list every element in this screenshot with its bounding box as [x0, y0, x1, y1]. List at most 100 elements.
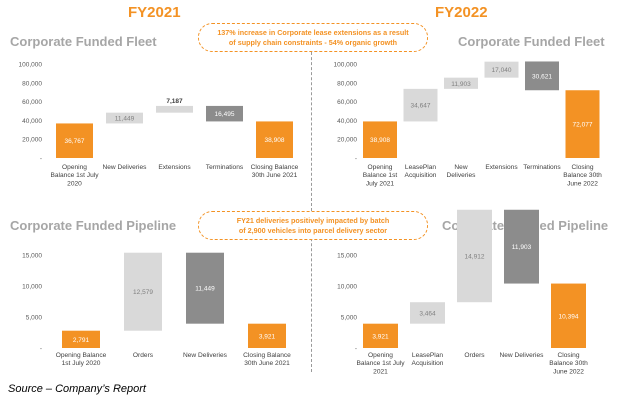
fy2021-header: FY2021: [128, 4, 181, 21]
category-label: LeasePlan: [405, 164, 436, 171]
category-label: Closing Balance: [243, 352, 291, 359]
callout-top-line-2: of supply chain constraints - 54% organi…: [228, 37, 398, 47]
waterfall-bar: [156, 105, 193, 113]
callout-middle: FY21 deliveries positively impacted by b…: [198, 211, 428, 240]
waterfall-bar: [410, 302, 445, 324]
center-divider: [311, 42, 312, 372]
category-label: Opening Balance: [56, 352, 107, 359]
category-label: June 2022: [553, 368, 584, 375]
waterfall-bar: [248, 323, 286, 348]
y-tick-label: 5,000: [26, 315, 43, 322]
category-label: Terminations: [206, 164, 244, 171]
y-tick-label: 10,000: [22, 284, 42, 291]
y-tick-label: -: [355, 156, 357, 163]
waterfall-bar: [504, 209, 539, 284]
data-label: 38,908: [370, 137, 390, 144]
y-tick-label: 40,000: [22, 118, 42, 125]
data-label: 3,464: [419, 310, 436, 317]
chart-title-fleet-2022: Corporate Funded Fleet: [458, 34, 605, 49]
data-label: 14,912: [465, 253, 485, 260]
y-tick-label: -: [40, 156, 42, 163]
y-tick-label: 80,000: [337, 80, 357, 87]
category-label: June 2022: [567, 180, 598, 187]
waterfall-bar: [186, 252, 224, 324]
y-tick-label: 5,000: [341, 315, 358, 322]
y-tick-label: 100,000: [19, 62, 43, 69]
data-label: 34,647: [411, 103, 431, 110]
data-label: 2,791: [73, 337, 90, 344]
data-label: 10,394: [559, 313, 579, 320]
category-label: 2020: [67, 180, 82, 187]
data-label: 11,903: [512, 244, 532, 251]
y-tick-label: 40,000: [337, 118, 357, 125]
category-label: Extensions: [485, 164, 518, 171]
data-label: 38,908: [265, 137, 285, 144]
y-tick-label: 10,000: [337, 284, 357, 291]
data-label: 11,449: [195, 286, 215, 293]
category-label: Balance 1st July: [50, 172, 99, 179]
category-label: Closing: [572, 164, 594, 171]
callout-top-line-1: 137% increase in Corporate lease extensi…: [217, 27, 409, 37]
data-label: 11,449: [115, 116, 135, 123]
waterfall-bar: [444, 77, 478, 89]
waterfall-bar: [457, 209, 492, 303]
waterfall-bar: [62, 330, 100, 348]
category-label: Deliveries: [447, 172, 477, 179]
waterfall-bar: [363, 121, 397, 158]
category-label: Balance 1st: [363, 172, 398, 179]
category-label: Orders: [133, 352, 154, 359]
data-label: 3,921: [259, 333, 276, 340]
category-label: Opening: [368, 164, 393, 171]
y-tick-label: 20,000: [22, 137, 42, 144]
waterfall-bar: [403, 88, 438, 122]
category-label: LeasePlan: [412, 352, 443, 359]
waterfall-bar: [106, 112, 143, 124]
category-label: Closing Balance: [251, 164, 299, 171]
data-label: 16,495: [215, 111, 235, 118]
category-label: New Deliveries: [500, 352, 545, 359]
waterfall-bar: [56, 123, 93, 158]
data-label: 11,903: [451, 81, 471, 88]
fy2022-header: FY2022: [435, 4, 488, 21]
category-label: Balance 1st July: [356, 360, 405, 367]
waterfall-bar: [256, 121, 293, 158]
category-label: New Deliveries: [103, 164, 148, 171]
callout-middle-line-1: FY21 deliveries positively impacted by b…: [236, 215, 390, 225]
category-label: 2021: [373, 368, 388, 375]
data-label: 7,187: [166, 98, 183, 105]
category-label: 1st July 2020: [62, 360, 101, 367]
y-tick-label: 60,000: [337, 99, 357, 106]
y-tick-label: 20,000: [337, 137, 357, 144]
category-label: New Deliveries: [183, 352, 228, 359]
waterfall-bar: [124, 252, 162, 331]
waterfall-bar: [551, 283, 586, 348]
category-label: July 2021: [366, 180, 395, 187]
category-label: New: [454, 164, 467, 171]
callout-top: 137% increase in Corporate lease extensi…: [198, 23, 428, 52]
y-tick-label: 80,000: [22, 80, 42, 87]
data-label: 72,077: [573, 122, 593, 129]
category-label: Extensions: [158, 164, 191, 171]
data-label: 30,621: [532, 73, 552, 80]
y-tick-label: -: [355, 346, 357, 353]
waterfall-bar: [206, 105, 243, 122]
category-label: Opening: [62, 164, 87, 171]
callout-middle-line-2: of 2,900 vehicles into parcel delivery s…: [238, 225, 388, 235]
waterfall-bar: [525, 61, 559, 91]
waterfall-bar: [363, 323, 398, 348]
category-label: 30th June 2021: [244, 360, 290, 367]
data-label: 12,579: [133, 289, 153, 296]
chart-title-pipeline-2021: Corporate Funded Pipeline: [10, 218, 177, 233]
data-label: 3,921: [372, 333, 389, 340]
y-tick-label: 100,000: [334, 62, 358, 69]
data-label: 17,040: [492, 67, 512, 74]
category-label: Orders: [464, 352, 485, 359]
y-tick-label: 60,000: [22, 99, 42, 106]
category-label: Opening: [368, 352, 393, 359]
category-label: Balance 30th: [549, 360, 588, 367]
category-label: Acquisition: [412, 360, 444, 367]
